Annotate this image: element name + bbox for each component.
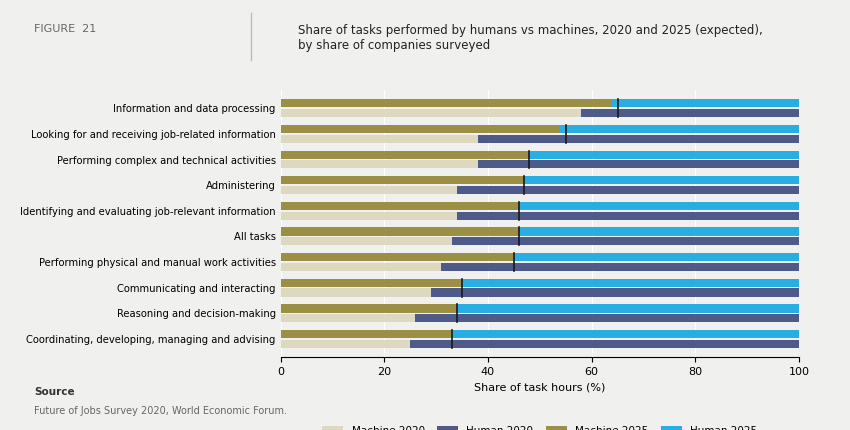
Bar: [280, 237, 451, 246]
X-axis label: Share of task hours (%): Share of task hours (%): [474, 382, 605, 392]
Bar: [280, 212, 456, 220]
Bar: [519, 202, 799, 210]
Bar: [581, 109, 799, 117]
Text: Source: Source: [34, 387, 75, 397]
Bar: [280, 340, 410, 348]
Text: by share of companies surveyed: by share of companies surveyed: [298, 39, 490, 52]
Bar: [416, 314, 799, 322]
Bar: [612, 99, 799, 108]
Bar: [280, 99, 612, 108]
Bar: [280, 289, 431, 297]
Bar: [280, 202, 519, 210]
Bar: [441, 263, 799, 271]
Bar: [280, 227, 519, 236]
Text: Future of Jobs Survey 2020, World Economic Forum.: Future of Jobs Survey 2020, World Econom…: [34, 406, 287, 416]
Text: FIGURE  21: FIGURE 21: [34, 24, 96, 34]
Bar: [280, 279, 462, 287]
Text: Share of tasks performed by humans vs machines, 2020 and 2025 (expected),: Share of tasks performed by humans vs ma…: [298, 24, 762, 37]
Bar: [410, 340, 799, 348]
Bar: [530, 150, 799, 159]
Bar: [456, 212, 799, 220]
Bar: [280, 330, 451, 338]
Bar: [462, 279, 799, 287]
Bar: [280, 109, 581, 117]
Bar: [280, 304, 456, 313]
Bar: [456, 304, 799, 313]
Bar: [513, 253, 799, 261]
Bar: [280, 135, 478, 143]
Bar: [280, 186, 456, 194]
Bar: [560, 125, 799, 133]
Bar: [478, 160, 799, 169]
Bar: [431, 289, 799, 297]
Bar: [451, 330, 799, 338]
Bar: [280, 314, 416, 322]
Bar: [456, 186, 799, 194]
Bar: [519, 227, 799, 236]
Bar: [280, 263, 441, 271]
Bar: [280, 253, 513, 261]
Bar: [280, 125, 560, 133]
Bar: [451, 237, 799, 246]
Bar: [280, 176, 524, 184]
Bar: [280, 150, 530, 159]
Bar: [280, 160, 478, 169]
Bar: [478, 135, 799, 143]
Bar: [524, 176, 799, 184]
